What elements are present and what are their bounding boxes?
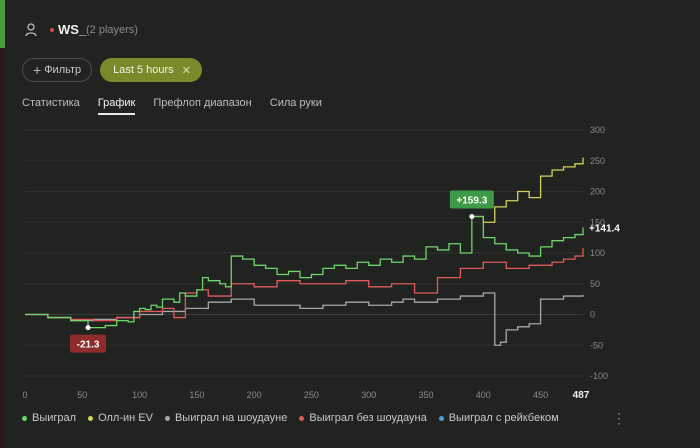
legend-dot: [88, 415, 94, 421]
y-tick-label: 150: [590, 217, 605, 227]
player-name[interactable]: WS_: [58, 22, 87, 37]
legend-item-rakeback[interactable]: Выиграл с рейкбеком: [438, 412, 559, 424]
annotation-label: +159.3: [456, 196, 487, 207]
header: WS_ (2 players): [5, 0, 700, 54]
tab-bar: Статистика График Префлоп диапазон Сила …: [22, 97, 322, 115]
tab-stats[interactable]: Статистика: [22, 97, 80, 109]
y-tick-label: 200: [590, 187, 605, 197]
annotation-label: +141.4: [589, 224, 620, 235]
x-tick-label: 450: [533, 390, 548, 400]
x-tick-label: 50: [77, 390, 87, 400]
more-vertical-icon[interactable]: ⋮: [612, 410, 626, 426]
x-end-label: 487: [573, 390, 590, 401]
x-tick-label: 100: [132, 390, 147, 400]
x-tick-label: 350: [419, 390, 434, 400]
y-tick-label: -50: [590, 340, 603, 350]
series-line: [25, 292, 584, 346]
legend-label: Выиграл с рейкбеком: [448, 412, 559, 424]
legend-label: Выиграл на шоудауне: [174, 412, 288, 424]
annotation-label: -21.3: [77, 340, 100, 351]
tab-preflop-range[interactable]: Префлоп диапазон: [153, 97, 252, 109]
legend-label: Выиграл: [32, 412, 77, 424]
x-tick-label: 250: [304, 390, 319, 400]
annotation-box: [449, 190, 494, 209]
users-icon[interactable]: [25, 23, 39, 37]
legend-dot: [299, 415, 305, 421]
x-tick-label: 0: [22, 390, 27, 400]
chart-legend: Выиграл Олл-ин EV Выиграл на шоудауне Вы…: [22, 412, 559, 424]
y-tick-label: -100: [590, 371, 608, 381]
legend-item-showdown[interactable]: Выиграл на шоудауне: [164, 412, 288, 424]
series-line: [25, 215, 584, 329]
y-tick-label: 300: [590, 125, 605, 135]
add-filter-button[interactable]: + Фильтр: [22, 58, 93, 82]
active-filter-chip[interactable]: Last 5 hours ✕: [100, 58, 202, 82]
accent-bar: [0, 0, 5, 48]
plus-icon: +: [33, 62, 42, 78]
series-line: [471, 157, 584, 223]
add-filter-label: Фильтр: [44, 64, 82, 76]
y-tick-label: 0: [590, 310, 595, 320]
legend-label: Олл-ин EV: [98, 412, 153, 424]
status-dot: [50, 28, 54, 32]
y-tick-label: 50: [590, 279, 600, 289]
results-chart[interactable]: 300 250 200 150 100 50 0 -50 -100 0 50 100 150 200 250…: [0, 118, 700, 408]
side-strip: [0, 48, 5, 448]
legend-dot: [438, 415, 444, 421]
tab-hand-strength[interactable]: Сила руки: [269, 97, 322, 109]
legend-dot: [22, 415, 27, 421]
legend-label: Выиграл без шоудауна: [309, 412, 427, 424]
x-tick-label: 150: [189, 390, 204, 400]
tab-graph[interactable]: График: [97, 97, 136, 115]
x-tick-label: 300: [361, 390, 376, 400]
active-filter-label: Last 5 hours: [113, 64, 174, 76]
filter-bar: + Фильтр Last 5 hours ✕: [22, 58, 202, 82]
legend-dot: [164, 415, 170, 421]
legend-item-won[interactable]: Выиграл: [22, 412, 76, 424]
y-tick-label: 250: [590, 156, 605, 166]
close-icon[interactable]: ✕: [181, 64, 191, 77]
annotation-marker: [85, 325, 91, 331]
y-tick-label: 100: [590, 248, 605, 258]
players-count: (2 players): [86, 24, 138, 36]
x-tick-label: 200: [247, 390, 262, 400]
annotation-marker: [469, 214, 475, 220]
x-tick-label: 400: [476, 390, 491, 400]
legend-item-allin-ev[interactable]: Олл-ин EV: [88, 412, 153, 424]
series-line: [25, 248, 584, 322]
legend-item-non-showdown[interactable]: Выиграл без шоудауна: [299, 412, 427, 424]
annotation-box: [70, 334, 107, 353]
